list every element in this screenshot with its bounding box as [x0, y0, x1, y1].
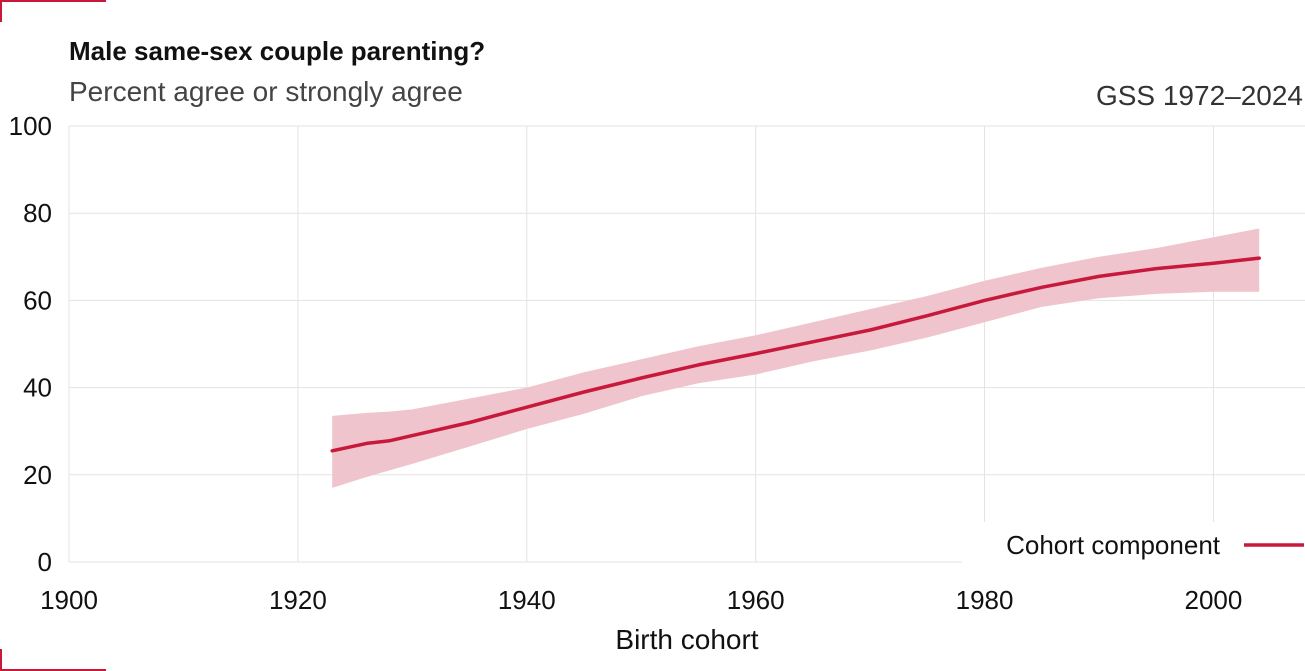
- chart-title: Male same-sex couple parenting?: [69, 36, 486, 66]
- y-tick-label: 80: [23, 198, 52, 228]
- y-tick-label: 40: [23, 373, 52, 403]
- y-tick-label: 60: [23, 285, 52, 315]
- series-lines: [330, 256, 1261, 453]
- x-tick-label: 1980: [956, 585, 1014, 615]
- legend: Cohort component: [962, 522, 1305, 568]
- data-source-label: GSS 1972–2024: [1095, 80, 1303, 111]
- x-tick-label: 1960: [727, 585, 785, 615]
- confidence-band: [332, 228, 1260, 488]
- y-tick-label: 0: [38, 547, 52, 577]
- x-tick-label: 1900: [40, 585, 98, 615]
- x-tick-label: 2000: [1185, 585, 1243, 615]
- x-tick-label: 1920: [269, 585, 327, 615]
- legend-label: Cohort component: [1006, 530, 1221, 560]
- series-line-cohort-component: [330, 256, 1261, 453]
- y-axis-ticks: 0 20 40 60 80 100: [9, 111, 52, 577]
- chart-subtitle: Percent agree or strongly agree: [69, 76, 463, 107]
- corner-mark-bottom: [0, 649, 106, 671]
- gridlines: [68, 125, 1305, 563]
- corner-mark-top: [0, 0, 106, 22]
- confidence-band-area: [332, 228, 1260, 488]
- y-tick-label: 100: [9, 111, 52, 141]
- y-tick-label: 20: [23, 460, 52, 490]
- x-axis-title: Birth cohort: [615, 624, 758, 655]
- x-tick-label: 1940: [498, 585, 556, 615]
- x-axis-ticks: 1900 1920 1940 1960 1980 2000: [40, 585, 1242, 615]
